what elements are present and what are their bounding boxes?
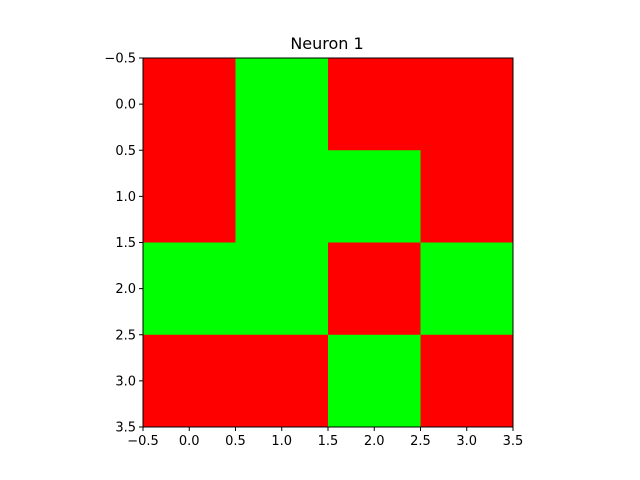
heatmap-cells (143, 58, 514, 428)
heatmap-cell-r3-c0 (143, 334, 236, 428)
heatmap-cell-r1-c2 (328, 150, 421, 243)
heatmap-cell-r0-c0 (143, 58, 236, 151)
heatmap-cell-r1-c0 (143, 150, 236, 243)
heatmap-cell-r1-c1 (235, 150, 329, 243)
x-tick-label: 0.5 (225, 434, 246, 449)
heatmap-cell-r2-c3 (420, 242, 514, 336)
heatmap-cell-r0-c3 (420, 58, 514, 151)
y-tick-label: 2.0 (115, 282, 136, 297)
heatmap-cell-r2-c2 (328, 242, 421, 336)
x-tick-label: −0.5 (127, 434, 159, 449)
y-tick-label: 1.0 (115, 190, 136, 205)
y-tick-label: 0.0 (115, 98, 136, 113)
heatmap-cell-r2-c1 (235, 242, 329, 336)
heatmap-cell-r0-c2 (328, 58, 421, 151)
y-tick-label: −0.5 (104, 52, 136, 67)
x-tick-label: 1.5 (318, 434, 339, 449)
y-tick-label: 1.5 (115, 236, 136, 251)
x-tick-label: 3.0 (456, 434, 477, 449)
chart-title: Neuron 1 (290, 34, 363, 53)
x-axis: −0.5 0.0 0.5 1.0 1.5 2.0 2.5 3.0 3.5 (127, 427, 523, 449)
x-tick-label: 2.5 (410, 434, 431, 449)
y-tick-label: 3.0 (115, 374, 136, 389)
y-tick-label: 2.5 (115, 328, 136, 343)
heatmap-cell-r1-c3 (420, 150, 514, 243)
heatmap-cell-r3-c3 (420, 334, 514, 428)
plot-frame (142, 57, 514, 428)
x-tick-label: 3.5 (503, 434, 524, 449)
y-tick-label: 0.5 (115, 144, 136, 159)
x-tick-label: 1.0 (271, 434, 292, 449)
y-axis: −0.5 0.0 0.5 1.0 1.5 2.0 2.5 3.0 3.5 (104, 52, 143, 436)
heatmap-cell-r3-c2 (328, 334, 421, 428)
heatmap-cell-r0-c1 (235, 58, 329, 151)
x-tick-label: 2.0 (364, 434, 385, 449)
x-tick-label: 0.0 (179, 434, 200, 449)
y-tick-label: 3.5 (115, 421, 136, 436)
heatmap-cell-r2-c0 (143, 242, 236, 336)
heatmap-cell-r3-c1 (235, 334, 329, 428)
